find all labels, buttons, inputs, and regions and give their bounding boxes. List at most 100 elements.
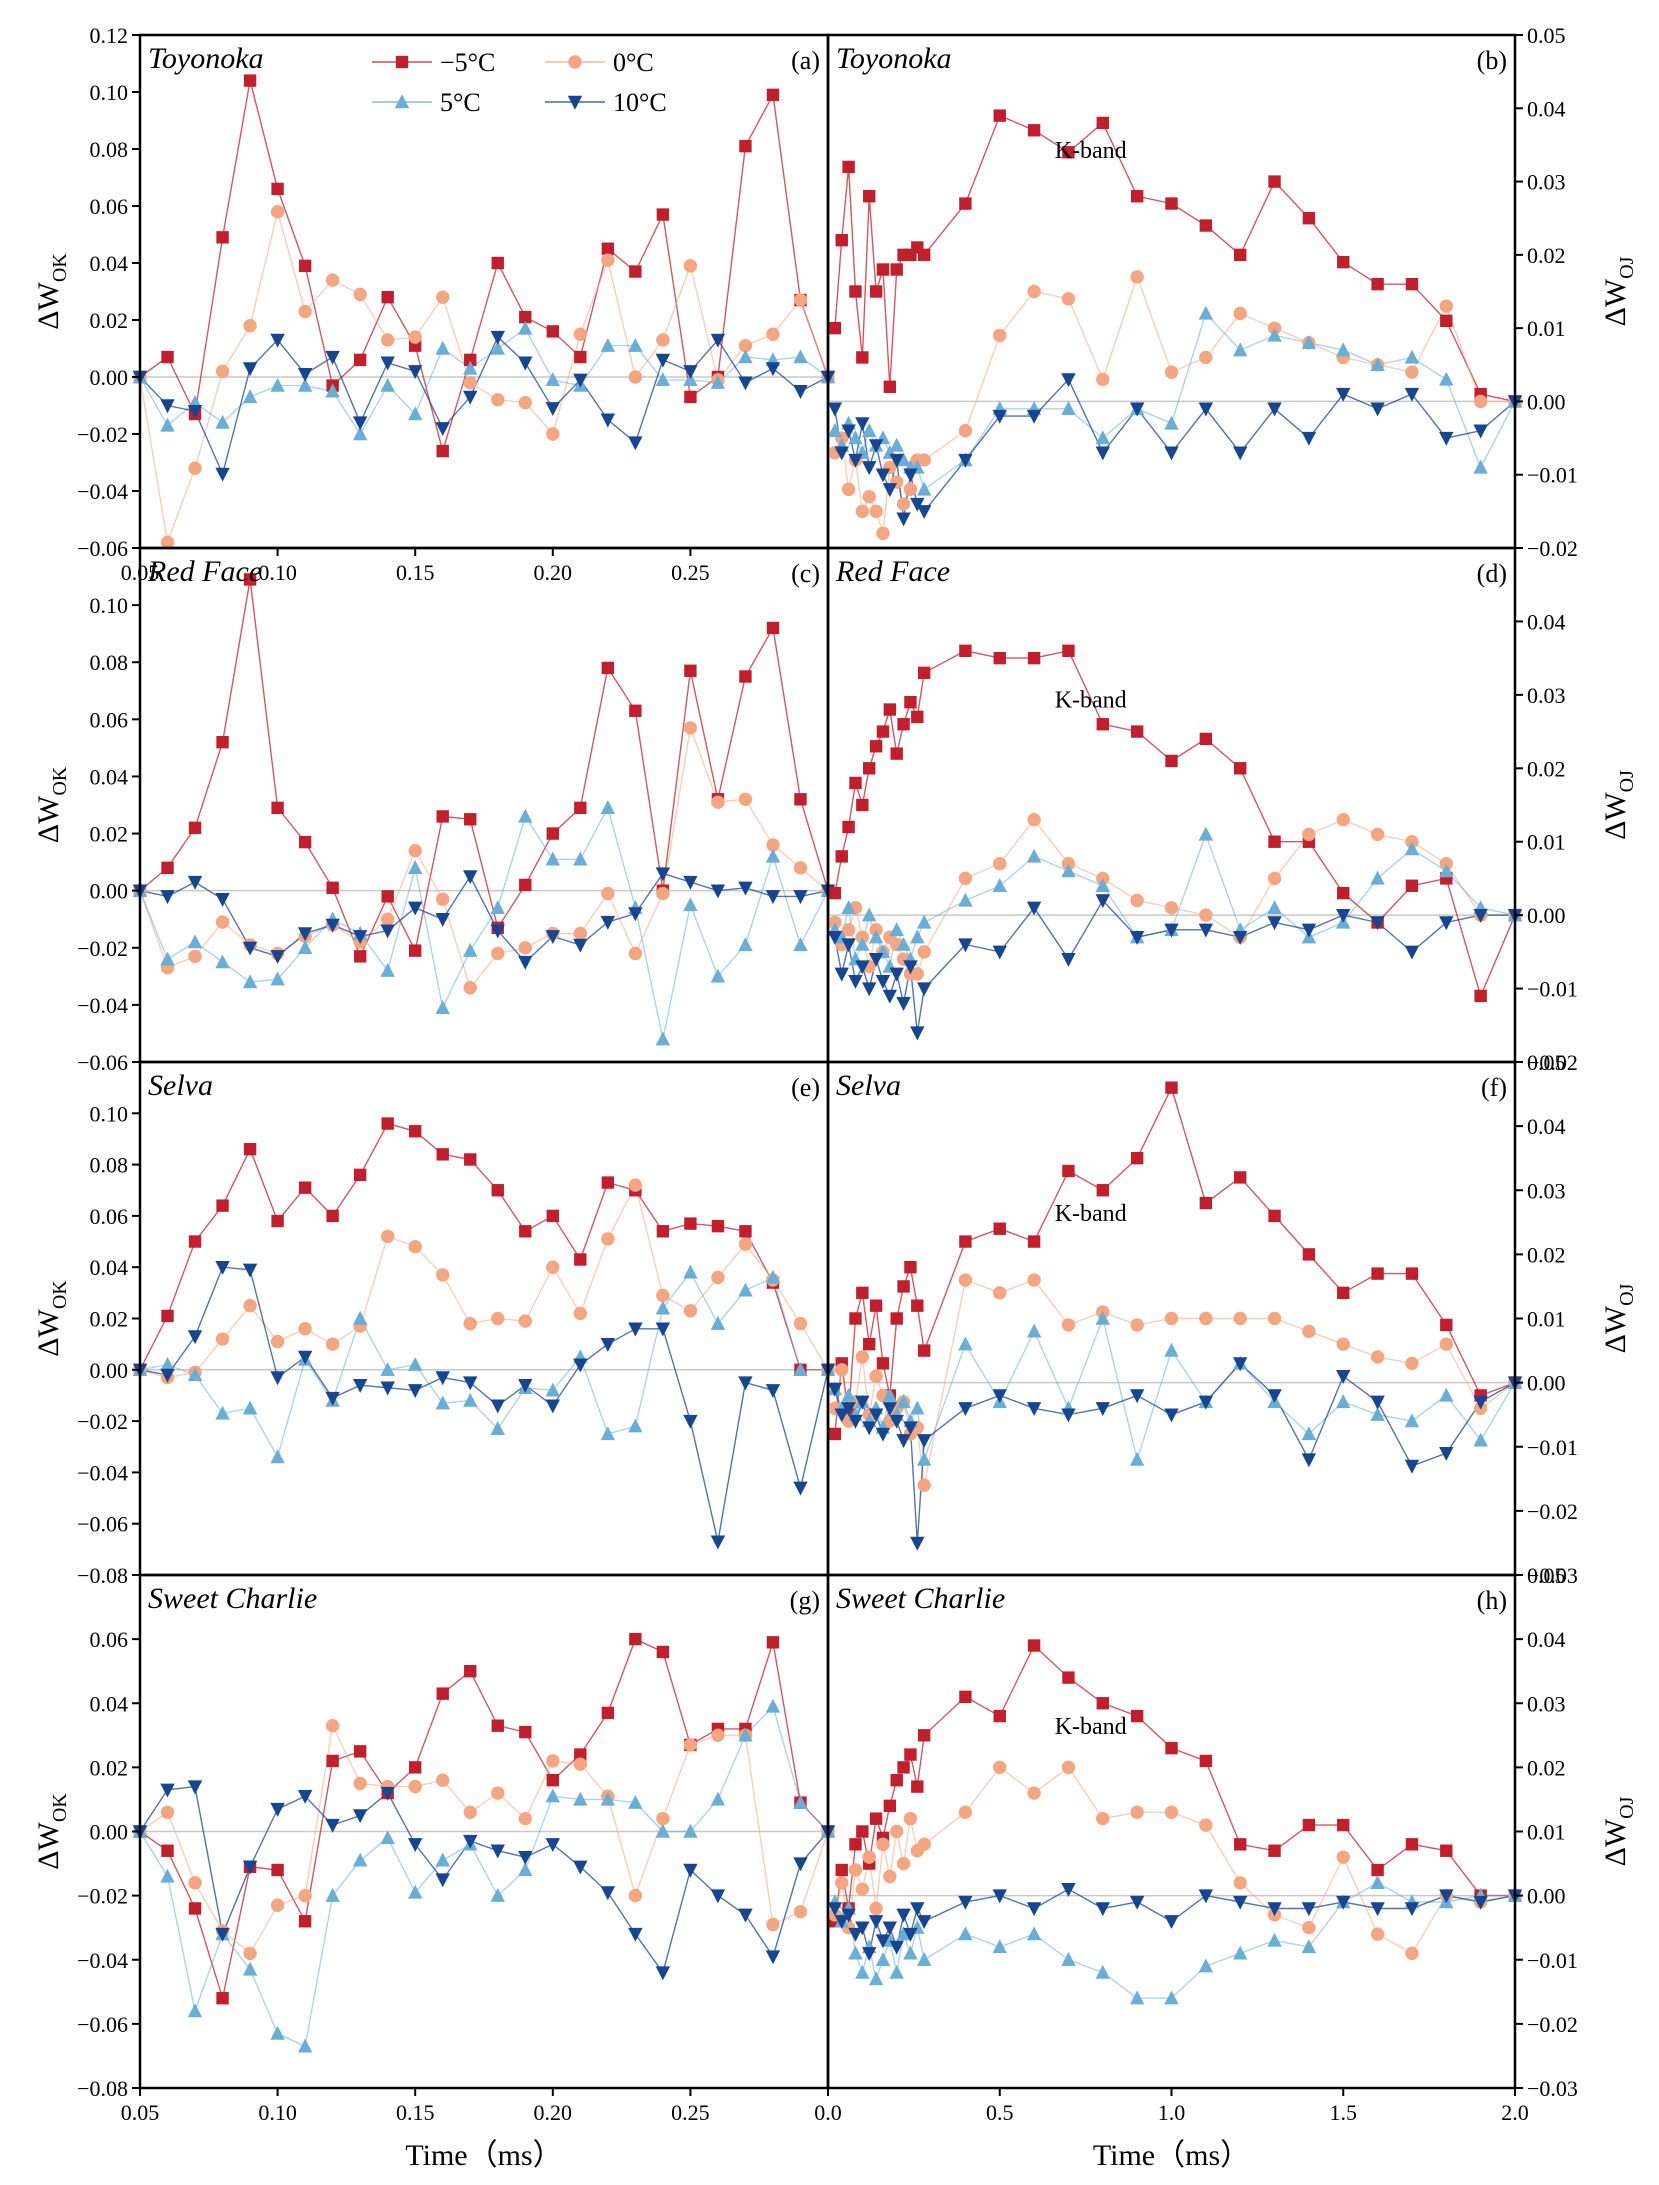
point-c0 [1267,871,1282,886]
point-p5 [710,375,726,389]
point-c0 [841,482,856,497]
point-p10 [765,1384,781,1399]
point-c0 [1336,1850,1350,1864]
y-axis-label-right: ΔWOJ [1599,1796,1638,1866]
point-m5 [869,1812,883,1825]
point-c0 [1302,1324,1316,1339]
point-p5 [600,800,616,815]
point-p10 [903,960,918,975]
y-tick-label: 0.06 [90,1204,129,1229]
point-c0 [1199,350,1213,365]
point-p10 [160,1783,175,1798]
point-c0 [1130,893,1144,908]
point-p10 [834,1408,849,1423]
point-p10 [889,967,904,982]
y-tick-label: −0.04 [77,1948,128,1973]
point-p10 [1164,446,1179,461]
y-tick-label: 0.00 [1527,389,1566,414]
point-p5 [600,337,616,352]
point-c0 [1370,1927,1385,1941]
point-m5 [1337,255,1350,269]
point-m5 [601,661,615,675]
y-tick-label: 0.12 [90,23,129,48]
point-m5 [546,325,559,338]
point-p5 [270,2025,285,2040]
point-p10 [1439,1446,1454,1461]
point-m5 [863,1337,876,1351]
point-p5 [380,1362,395,1376]
point-m5 [1268,1844,1281,1857]
y-tick-label: −0.01 [1527,463,1578,488]
series-line-m5 [139,1122,828,1371]
point-p10 [1439,431,1454,446]
point-m5 [794,793,807,806]
y-tick-label: −0.02 [77,1409,128,1434]
point-p5 [352,426,368,441]
point-m5 [1199,1754,1213,1768]
y-axis-label-right: ΔWOJ [1599,1283,1638,1353]
point-m5 [890,1312,903,1325]
point-c0 [848,1863,863,1877]
point-m5 [601,242,615,255]
point-p5 [1473,459,1488,474]
point-p10 [1095,446,1110,461]
point-p5 [242,974,258,989]
point-m5 [298,259,312,273]
point-p5 [655,1031,671,1046]
point-m5 [464,1153,477,1166]
point-m5 [298,1181,312,1194]
point-m5 [1062,644,1075,657]
legend-label: 0°C [613,48,654,77]
point-c0 [910,967,925,981]
point-c0 [903,1811,918,1826]
panel-frame [138,33,830,550]
point-p5 [841,900,856,914]
point-c0 [408,330,422,344]
point-c0 [862,1850,876,1864]
point-m5 [890,1774,903,1787]
point-m5 [326,881,339,895]
y-tick-label: 0.03 [1527,170,1566,195]
point-m5 [1234,1171,1247,1184]
y-tick-label: 0.00 [90,365,129,390]
point-p10 [628,1322,643,1337]
point-p10 [1061,953,1076,967]
point-c0 [1027,1786,1041,1800]
point-p10 [827,1902,843,1917]
x-tick-label: 1.5 [1330,2100,1358,2125]
point-c0 [436,1268,450,1282]
point-p10 [573,373,588,388]
point-p5 [490,1421,505,1435]
point-p10 [958,453,973,468]
point-p5 [160,1868,175,1883]
point-p5 [1129,1990,1145,2005]
point-c0 [463,1316,477,1331]
point-p5 [573,851,588,866]
point-m5 [828,1427,842,1441]
legend-marker-p10 [567,95,583,110]
point-p10 [463,870,478,885]
point-p10 [827,402,843,417]
point-c0 [1405,365,1419,379]
point-p5 [896,1926,911,1941]
point-c0 [1233,1311,1247,1326]
y-axis-label: ΔWOK [32,766,71,843]
point-m5 [684,664,697,677]
series-line-m5 [139,1638,829,1999]
point-c0 [436,290,450,304]
point-p10 [1233,1357,1248,1372]
point-p5 [958,892,973,907]
x-tick-label: 1.0 [1158,2100,1186,2125]
series-line-p10 [139,1785,829,1975]
series-line-m5 [834,649,1516,998]
point-c0 [835,1876,849,1890]
point-m5 [863,190,876,203]
point-m5 [766,621,780,635]
point-p5 [1233,1945,1248,1960]
point-p10 [463,390,478,405]
y-tick-label: 0.00 [1527,1884,1566,1909]
point-p10 [325,1391,340,1406]
point-p10 [827,930,843,945]
point-p10 [573,1860,588,1875]
point-p10 [187,1780,203,1795]
